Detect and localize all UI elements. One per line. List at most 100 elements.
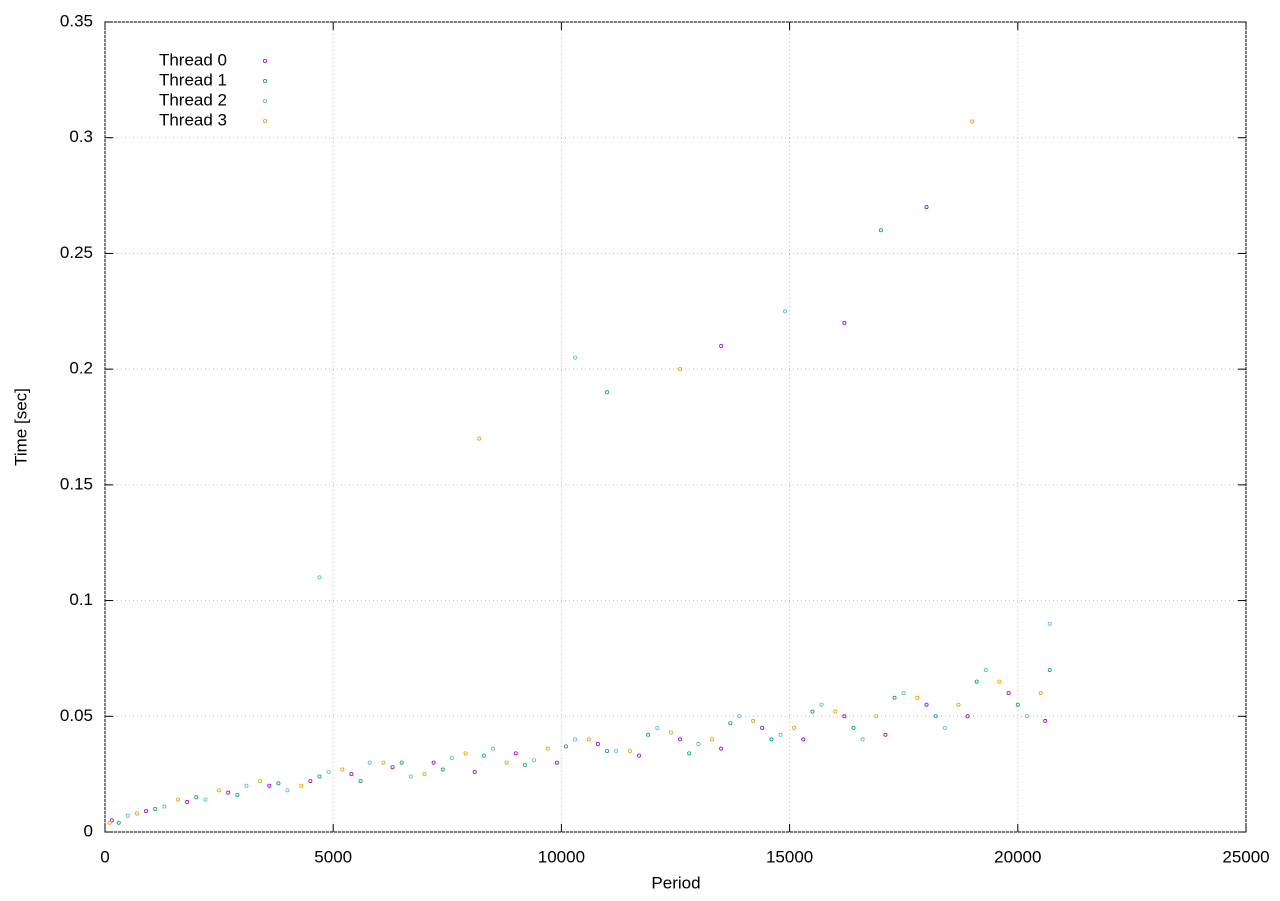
point <box>317 774 322 779</box>
point <box>851 725 856 730</box>
point <box>532 758 537 763</box>
legend-label: Thread 0 <box>159 50 227 69</box>
point <box>719 343 724 348</box>
point <box>573 737 578 742</box>
point <box>956 702 961 707</box>
point <box>125 813 130 818</box>
point <box>974 679 979 684</box>
point <box>810 709 815 714</box>
point <box>162 804 167 809</box>
x-tick-label: 5000 <box>314 847 352 866</box>
legend-marker <box>262 59 267 64</box>
point <box>422 772 427 777</box>
point <box>185 799 190 804</box>
point <box>326 769 331 774</box>
point <box>203 797 208 802</box>
point <box>477 436 482 441</box>
point <box>819 702 824 707</box>
point <box>367 760 372 765</box>
point <box>769 737 774 742</box>
point <box>1047 668 1052 673</box>
point <box>1024 714 1029 719</box>
point <box>226 790 231 795</box>
point <box>933 714 938 719</box>
point <box>109 818 114 823</box>
point <box>760 725 765 730</box>
point <box>874 714 879 719</box>
point <box>1038 691 1043 696</box>
point <box>244 783 249 788</box>
point <box>134 811 139 816</box>
point <box>440 767 445 772</box>
point <box>614 749 619 754</box>
point <box>842 320 847 325</box>
legend-label: Thread 2 <box>159 90 227 109</box>
point <box>997 679 1002 684</box>
point <box>710 737 715 742</box>
x-tick-label: 15000 <box>766 847 813 866</box>
point <box>915 695 920 700</box>
legend-label: Thread 3 <box>159 110 227 129</box>
point <box>390 765 395 770</box>
point <box>308 779 313 784</box>
point <box>144 809 149 814</box>
y-axis-label: Time [sec] <box>11 388 30 466</box>
y-tick-label: 0 <box>84 821 93 840</box>
point <box>481 753 486 758</box>
x-tick-label: 20000 <box>994 847 1041 866</box>
point <box>235 792 240 797</box>
point <box>687 751 692 756</box>
point <box>728 721 733 726</box>
point <box>801 737 806 742</box>
point <box>463 751 468 756</box>
point <box>349 772 354 777</box>
point <box>431 760 436 765</box>
y-tick-label: 0.35 <box>60 11 93 30</box>
point <box>1015 702 1020 707</box>
legend-marker <box>262 99 267 104</box>
point <box>792 725 797 730</box>
y-tick-label: 0.3 <box>69 127 93 146</box>
point <box>545 746 550 751</box>
point <box>842 714 847 719</box>
point <box>299 783 304 788</box>
point <box>107 820 112 825</box>
y-tick-label: 0.25 <box>60 243 93 262</box>
point <box>554 760 559 765</box>
point <box>267 783 272 788</box>
point <box>340 767 345 772</box>
point <box>276 781 281 786</box>
x-axis-label: Period <box>651 873 700 892</box>
y-tick-label: 0.2 <box>69 359 93 378</box>
point <box>573 355 578 360</box>
point <box>408 774 413 779</box>
point <box>668 730 673 735</box>
point <box>878 228 883 233</box>
y-tick-label: 0.1 <box>69 590 93 609</box>
point <box>678 367 683 372</box>
point <box>472 769 477 774</box>
point <box>778 732 783 737</box>
point <box>285 788 290 793</box>
point <box>924 702 929 707</box>
point <box>586 737 591 742</box>
point <box>627 749 632 754</box>
point <box>605 749 610 754</box>
point <box>783 309 788 314</box>
point <box>449 755 454 760</box>
point <box>860 737 865 742</box>
point <box>522 762 527 767</box>
point <box>696 742 701 747</box>
point <box>490 746 495 751</box>
point <box>1043 718 1048 723</box>
point <box>883 732 888 737</box>
point <box>504 760 509 765</box>
point <box>983 668 988 673</box>
point <box>381 760 386 765</box>
point <box>751 718 756 723</box>
point <box>217 788 222 793</box>
point <box>153 806 158 811</box>
x-tick-label: 10000 <box>538 847 585 866</box>
